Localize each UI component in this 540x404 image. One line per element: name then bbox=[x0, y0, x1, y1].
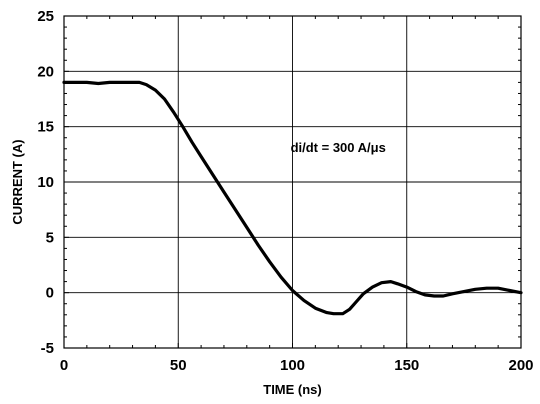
y-tick-label: 15 bbox=[37, 119, 54, 136]
ticks bbox=[63, 15, 522, 349]
current-series-line bbox=[62, 80, 523, 316]
grid bbox=[63, 15, 522, 349]
didt-annotation: di/dt = 300 A/μs bbox=[291, 140, 386, 155]
y-tick-label: 20 bbox=[37, 63, 54, 80]
y-tick-labels: -5 0 5 10 15 20 25 bbox=[37, 8, 54, 357]
x-axis-title: TIME (ns) bbox=[263, 382, 322, 397]
x-tick-labels: 0 50 100 150 200 bbox=[60, 357, 534, 374]
x-tick-label: 150 bbox=[394, 357, 419, 374]
x-tick-label: 50 bbox=[170, 357, 187, 374]
y-tick-label: 25 bbox=[37, 8, 54, 25]
y-tick-label: 0 bbox=[46, 285, 54, 302]
y-tick-label: 10 bbox=[37, 174, 54, 191]
series-layer bbox=[62, 80, 523, 316]
x-tick-label: 0 bbox=[60, 357, 68, 374]
y-axis-title: CURRENT (A) bbox=[10, 139, 25, 224]
y-tick-label: 5 bbox=[46, 229, 54, 246]
x-tick-label: 200 bbox=[508, 357, 533, 374]
y-tick-label: -5 bbox=[41, 340, 54, 357]
x-tick-label: 100 bbox=[280, 357, 305, 374]
